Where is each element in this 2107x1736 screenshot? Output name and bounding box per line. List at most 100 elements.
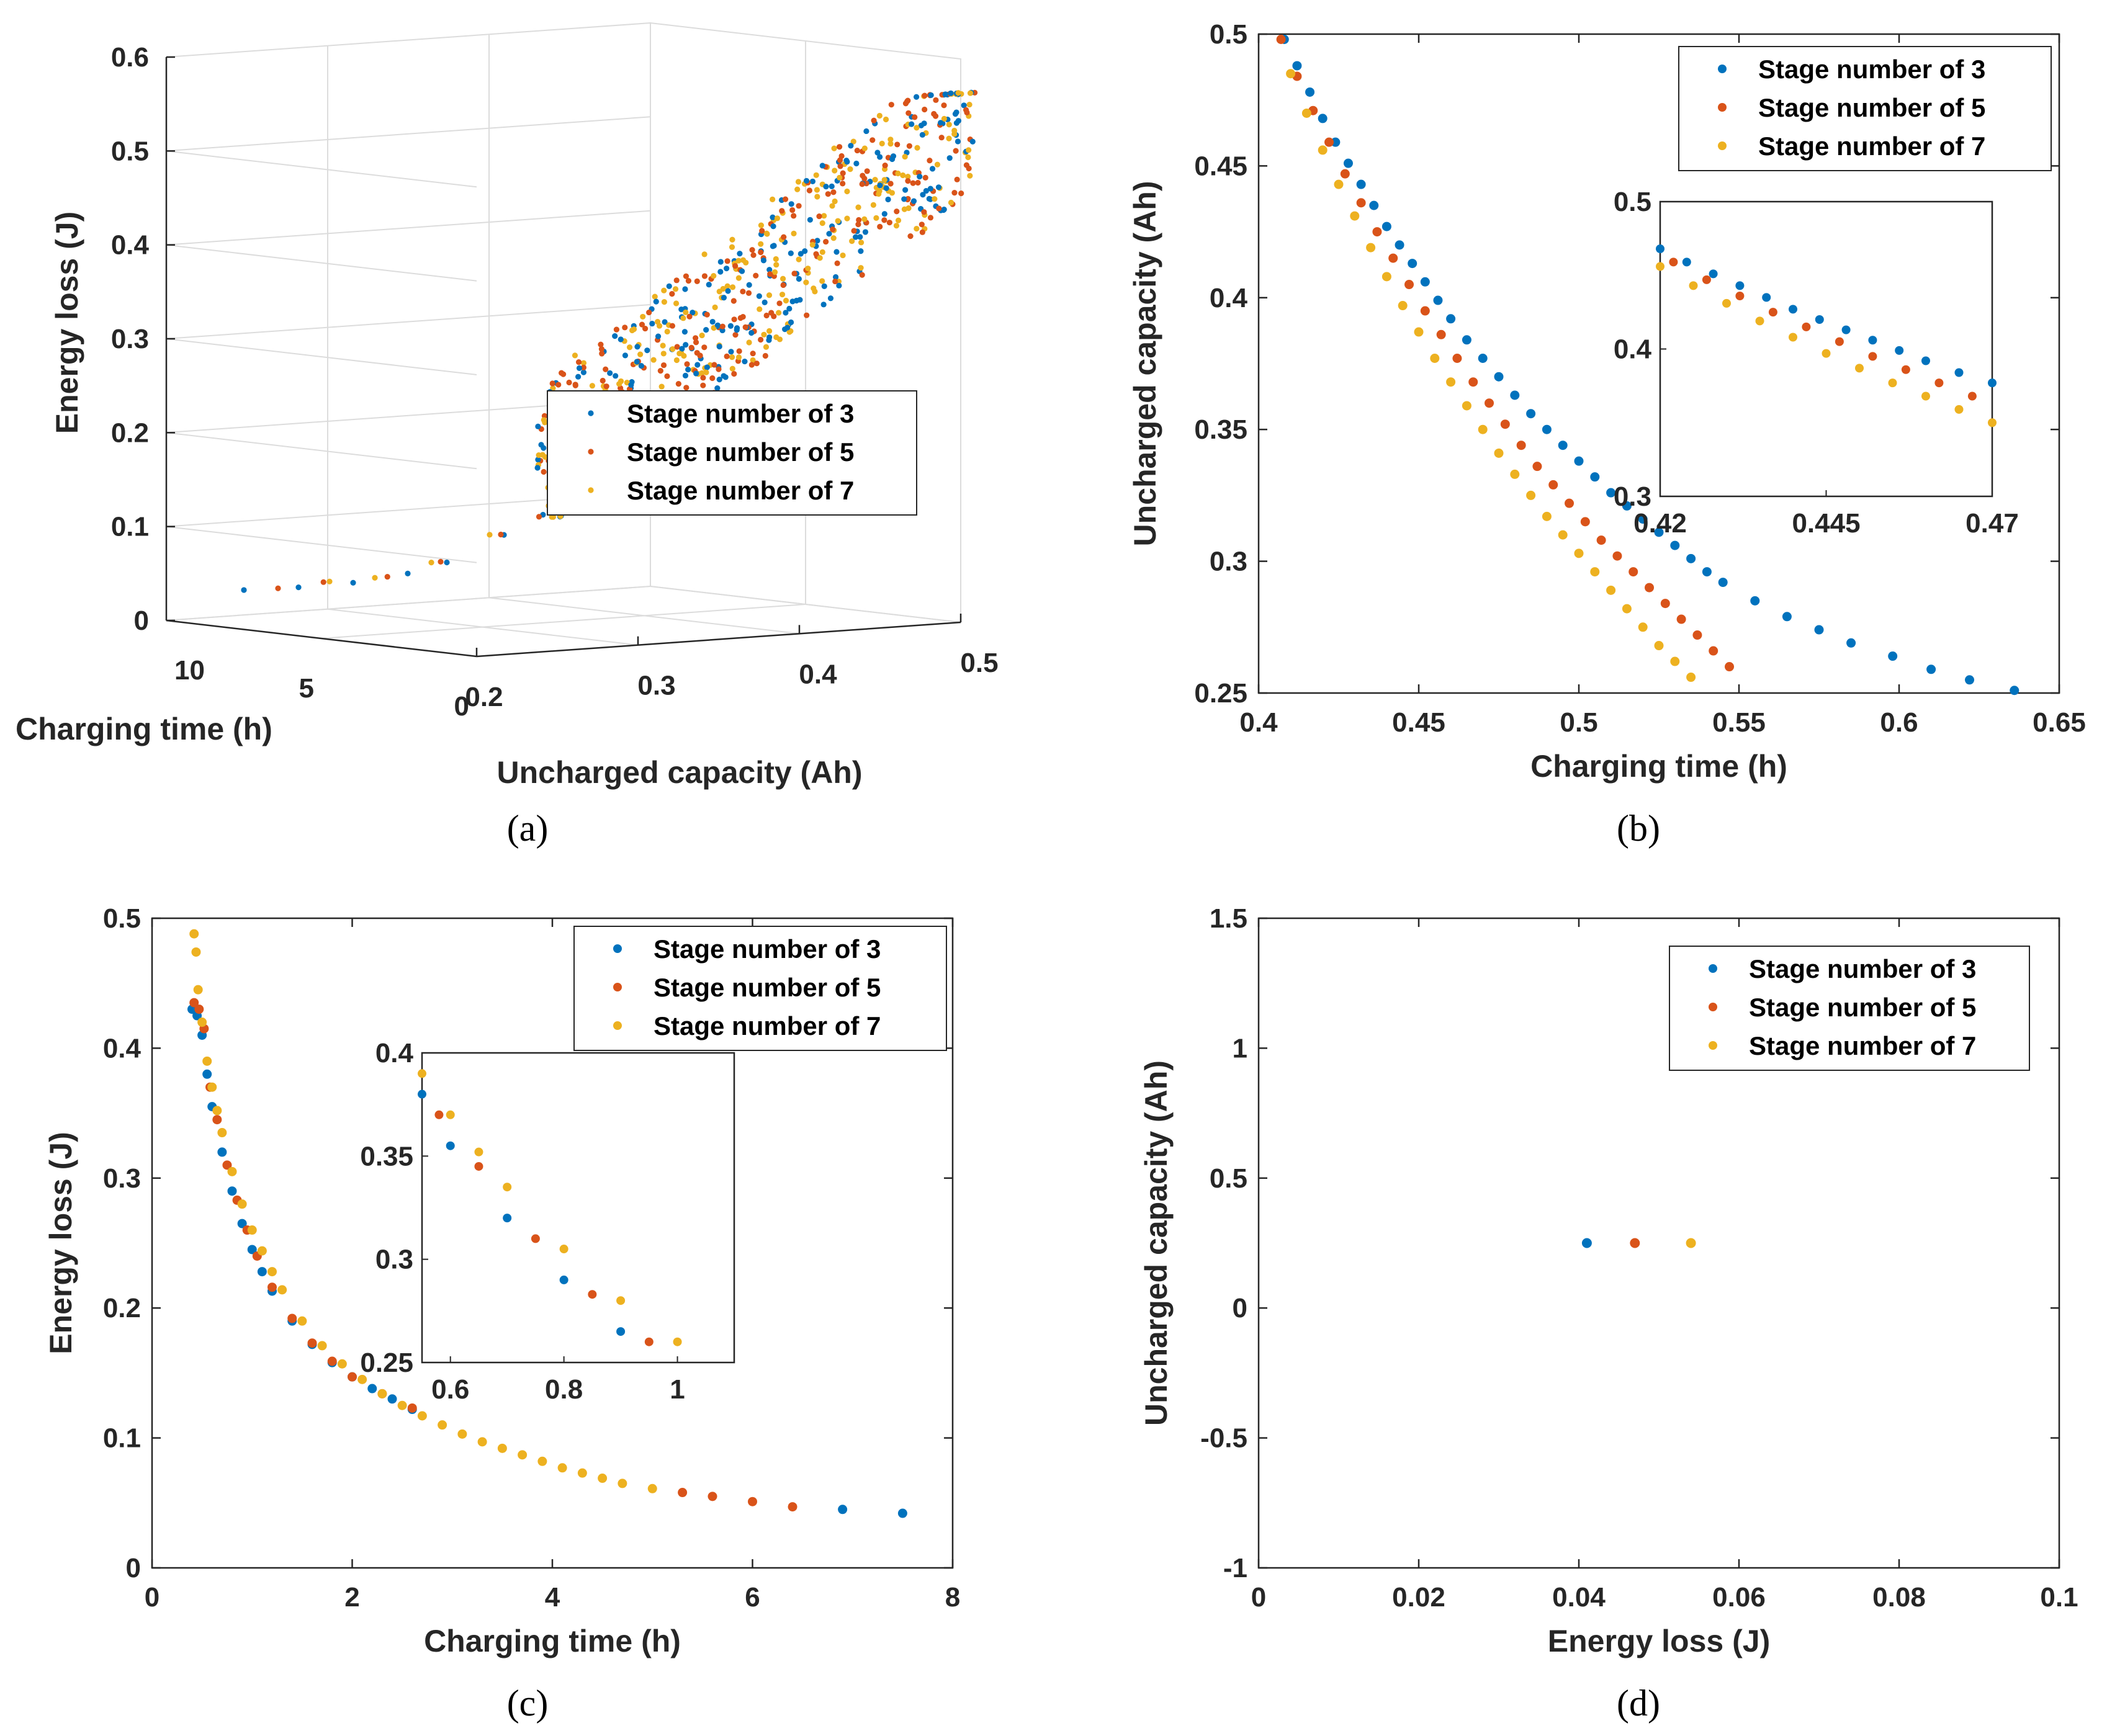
data-point-series-2: [768, 310, 775, 316]
z-axis-label: Energy loss (J): [50, 212, 84, 434]
data-point-series-3: [457, 1429, 467, 1439]
data-point-series-2: [1404, 280, 1414, 290]
inset-data-point-series-2: [1934, 378, 1944, 388]
x-tick-label: 6: [745, 1582, 760, 1613]
data-point-series-3: [487, 532, 493, 538]
y-tick-label: 0.3: [637, 671, 675, 701]
data-point-series-2: [919, 229, 925, 235]
data-point-series-1: [789, 298, 796, 305]
data-point-series-2: [348, 1372, 357, 1382]
data-point-series-2: [776, 300, 783, 306]
data-point-series-3: [428, 560, 434, 566]
data-point-series-3: [786, 329, 793, 335]
data-point-series-2: [613, 326, 620, 333]
legend-marker-3: [1709, 1041, 1717, 1050]
data-point-series-3: [881, 177, 887, 183]
data-point-series-1: [709, 318, 716, 325]
data-point-series-2: [320, 579, 326, 585]
data-point-series-3: [814, 194, 820, 200]
data-point-series-1: [788, 250, 794, 256]
x-axis-label: Charging time (h): [1530, 749, 1787, 784]
data-point-series-2: [1629, 567, 1638, 577]
data-point-series-1: [724, 266, 730, 272]
inset-data-point-series-3: [1921, 391, 1930, 401]
data-point-series-2: [708, 1492, 717, 1501]
data-point-series-3: [905, 173, 911, 180]
y-tick-label: 0.4: [1210, 283, 1248, 313]
data-point-series-2: [837, 157, 843, 163]
data-point-series-2: [598, 346, 605, 352]
data-point-series-3: [357, 1374, 367, 1384]
data-point-series-1: [803, 177, 810, 184]
data-point-series-3: [858, 265, 864, 271]
y-axis-label: Energy loss (J): [43, 1132, 78, 1354]
legend-entry-2: Stage number of 5: [627, 437, 854, 467]
data-point-series-1: [1702, 567, 1712, 577]
data-point-series-2: [825, 191, 831, 197]
data-point-series-2: [912, 114, 918, 120]
data-point-series-2: [1340, 169, 1350, 179]
inset-data-point-series-1: [1735, 281, 1745, 290]
data-point-series-3: [438, 1420, 447, 1430]
x-tick-label: 0: [454, 691, 469, 722]
data-point-series-3: [791, 230, 797, 236]
data-point-series-1: [634, 344, 640, 350]
data-point-series-2: [683, 385, 690, 391]
data-point-series-3: [895, 217, 902, 223]
data-point-series-1: [666, 283, 672, 289]
data-point-series-3: [1526, 490, 1536, 500]
data-point-series-3: [902, 153, 908, 160]
data-point-series-1: [827, 295, 834, 302]
data-point-series-3: [536, 452, 542, 459]
legend-entry-3: Stage number of 7: [1749, 1031, 1976, 1060]
data-point-series-3: [372, 575, 378, 581]
data-point-series-1: [681, 329, 688, 335]
data-point-series-3: [901, 206, 908, 212]
data-point-series-3: [589, 383, 596, 389]
data-point-series-3: [757, 306, 763, 312]
data-point-series-3: [832, 198, 838, 205]
z-tick-label: 0.1: [111, 512, 149, 542]
data-point-series-2: [701, 344, 708, 351]
inset-data-point-series-1: [1895, 346, 1904, 355]
data-point-series-3: [821, 213, 827, 219]
inset-axes-box: [421, 1052, 735, 1364]
data-point-series-3: [417, 1411, 427, 1421]
data-point-series-1: [955, 138, 961, 145]
data-point-series-3: [207, 1082, 217, 1092]
data-point-series-1: [853, 234, 859, 240]
data-point-series-1: [844, 159, 850, 165]
data-point-series-2: [267, 1282, 277, 1292]
data-point-series-1: [820, 302, 827, 308]
x-axis-label: Charging time (h): [16, 712, 272, 746]
data-point-series-3: [773, 262, 779, 268]
inset-data-point-series-2: [588, 1290, 597, 1299]
panel-b: 0.4 0.45 0.5 0.55 0.6 0.65 0.25 0.3 0.35 0.4 0.45 0…: [1128, 19, 2086, 784]
data-point-series-1: [826, 231, 832, 237]
data-point-series-1: [883, 185, 889, 191]
legend-entry-2: Stage number of 5: [1749, 993, 1976, 1022]
data-point-series-3: [773, 334, 779, 341]
data-point-series-2: [851, 228, 857, 234]
data-point-series-3: [197, 1018, 207, 1027]
data-point-series-2: [622, 324, 628, 331]
data-point-series-1: [1408, 259, 1417, 269]
data-point-series-2: [700, 375, 706, 381]
data-point-series-1: [714, 322, 721, 328]
data-point-series-2: [675, 380, 681, 387]
data-point-series-2: [758, 249, 764, 256]
inset-data-point-series-3: [1656, 262, 1664, 271]
data-point-series-2: [384, 573, 390, 580]
data-point-series-2: [1709, 646, 1718, 656]
data-point-series-1: [853, 160, 860, 167]
data-point-series-3: [735, 354, 742, 360]
data-point-series-1: [1433, 295, 1443, 305]
data-point-series-1: [920, 192, 926, 198]
data-point-series-1: [814, 238, 820, 244]
data-point-series-3: [572, 352, 578, 359]
data-point-series-2: [869, 137, 876, 143]
data-point-series-1: [952, 111, 959, 117]
data-point-series-3: [202, 1056, 212, 1066]
data-point-series-2: [438, 558, 444, 565]
